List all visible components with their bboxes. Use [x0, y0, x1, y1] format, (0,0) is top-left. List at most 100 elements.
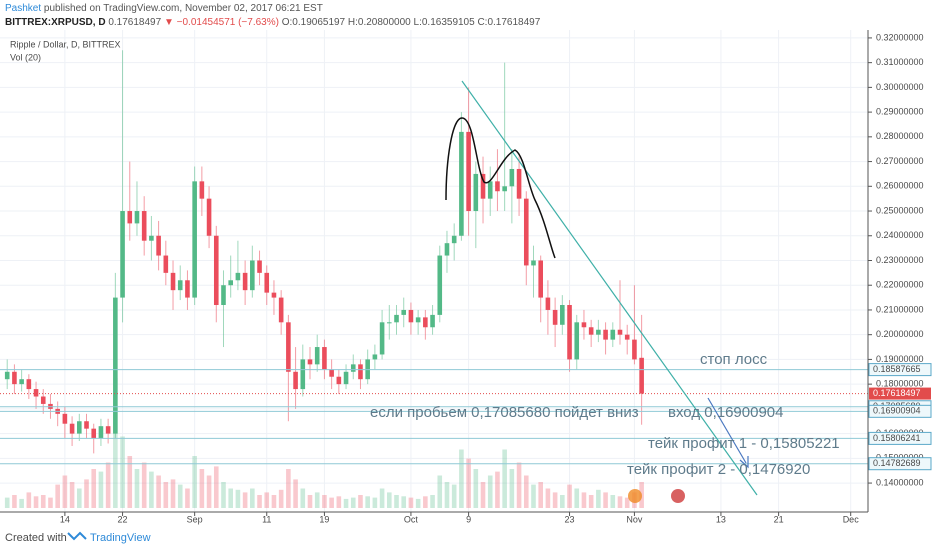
candle-body	[538, 260, 543, 298]
footer-brand[interactable]: TradingView	[90, 532, 151, 544]
y-tick-label: 0.24000000	[876, 230, 924, 240]
volume-bar	[127, 456, 133, 508]
volume-bar	[531, 484, 536, 508]
candle-body	[242, 272, 248, 291]
event-icon[interactable]	[628, 489, 642, 503]
y-tick-label: 0.29000000	[876, 106, 924, 116]
candle-body	[552, 309, 558, 325]
candle-body	[394, 314, 399, 323]
volume-bar	[33, 496, 39, 508]
candle-body	[560, 305, 565, 325]
candle-body	[113, 297, 118, 434]
published: published on TradingView.com, November 0…	[43, 3, 323, 14]
volume-bar	[487, 475, 493, 508]
volume-bar	[242, 492, 248, 508]
price-label: 0.15806241	[873, 433, 921, 443]
volume-bar	[365, 496, 370, 508]
volume-bar	[293, 479, 298, 508]
volume-bar	[581, 492, 587, 508]
change: ▼ −0.01454571 (−7.63%)	[163, 17, 279, 28]
volume-bar	[185, 488, 190, 508]
author[interactable]: Pashket	[5, 3, 42, 14]
y-tick-label: 0.22000000	[876, 280, 924, 290]
volume-bar	[228, 488, 233, 508]
x-tick-label: 23	[565, 514, 575, 524]
volume-bar	[387, 492, 392, 508]
candle-body	[603, 329, 608, 340]
candle-body	[91, 428, 97, 439]
candle-body	[523, 198, 529, 266]
last: 0.17618497	[108, 17, 162, 28]
candle-body	[487, 181, 493, 199]
current-price-box	[869, 387, 931, 400]
candle-body	[163, 255, 169, 273]
volume-bar	[617, 496, 623, 508]
candle-body	[372, 354, 378, 360]
candle-body	[545, 297, 551, 310]
volume-bar	[415, 498, 421, 508]
candle-body	[170, 272, 176, 291]
volume-bar	[610, 495, 616, 508]
volume-bar	[55, 484, 60, 508]
price-label-box	[868, 363, 932, 377]
header-line-2: BITTREX:XRPUSD, D 0.17618497 ▼ −0.014545…	[5, 16, 540, 30]
price-label: 0.16900904	[873, 406, 921, 416]
volume-bar	[459, 449, 464, 508]
candle-body	[26, 379, 32, 390]
candle-body	[69, 423, 75, 434]
candle-body	[221, 285, 226, 306]
x-tick-label: 22	[118, 514, 128, 524]
candle-body	[62, 413, 68, 424]
head-shoulders-curve	[445, 117, 556, 259]
volume-bar	[545, 488, 551, 508]
volume-bar	[588, 495, 594, 508]
x-tick-label: 21	[774, 514, 784, 524]
volume-bar	[502, 449, 507, 508]
candle-body	[408, 309, 414, 323]
volume-bar	[314, 492, 320, 508]
candle-body	[77, 421, 82, 434]
candle-body	[516, 168, 522, 199]
candle-body	[387, 322, 392, 324]
annotation: тейк профит 1 - 0,15805221	[648, 435, 840, 452]
x-tick-label: 11	[262, 514, 271, 524]
volume-bar	[105, 462, 111, 508]
y-tick-label: 0.25000000	[876, 205, 924, 215]
candle-body	[286, 322, 291, 372]
y-tick-label: 0.18000000	[876, 379, 924, 389]
candle-body	[473, 173, 479, 212]
candle-body	[401, 309, 407, 315]
header-line-1: Pashket published on TradingView.com, No…	[5, 2, 540, 16]
volume-bar	[98, 471, 104, 508]
volume-bar	[495, 471, 500, 508]
volume-bar	[4, 497, 10, 508]
volume-bar	[170, 479, 176, 508]
y-tick-label: 0.21000000	[876, 304, 924, 314]
volume-bar	[624, 497, 630, 508]
y-tick-label: 0.20000000	[876, 329, 924, 339]
x-tick-label: Oct	[404, 514, 419, 524]
volume-bar	[372, 497, 378, 508]
volume-bar	[300, 488, 306, 508]
candle-body	[639, 357, 644, 394]
price-label: 0.18587665	[873, 364, 921, 374]
volume-bar	[40, 495, 46, 508]
candle-body	[314, 347, 320, 365]
candle-body	[495, 181, 500, 192]
volume-bar	[560, 495, 565, 508]
x-tick-label: Nov	[626, 514, 643, 524]
volume-bar	[516, 462, 522, 508]
candle-body	[192, 181, 197, 298]
volume-bar	[192, 456, 197, 508]
volume-bar	[271, 495, 277, 508]
y-tick-label: 0.30000000	[876, 82, 924, 92]
volume-bar	[437, 475, 443, 508]
symbol: BITTREX:XRPUSD, D	[5, 17, 106, 28]
x-tick-label: 13	[716, 514, 726, 524]
volume-title: Vol (20)	[10, 52, 41, 62]
y-tick-label: 0.19000000	[876, 354, 924, 364]
volume-bar	[62, 475, 68, 508]
volume-bar	[48, 497, 53, 508]
candle-body	[278, 297, 284, 323]
flag-icon[interactable]	[671, 489, 685, 503]
